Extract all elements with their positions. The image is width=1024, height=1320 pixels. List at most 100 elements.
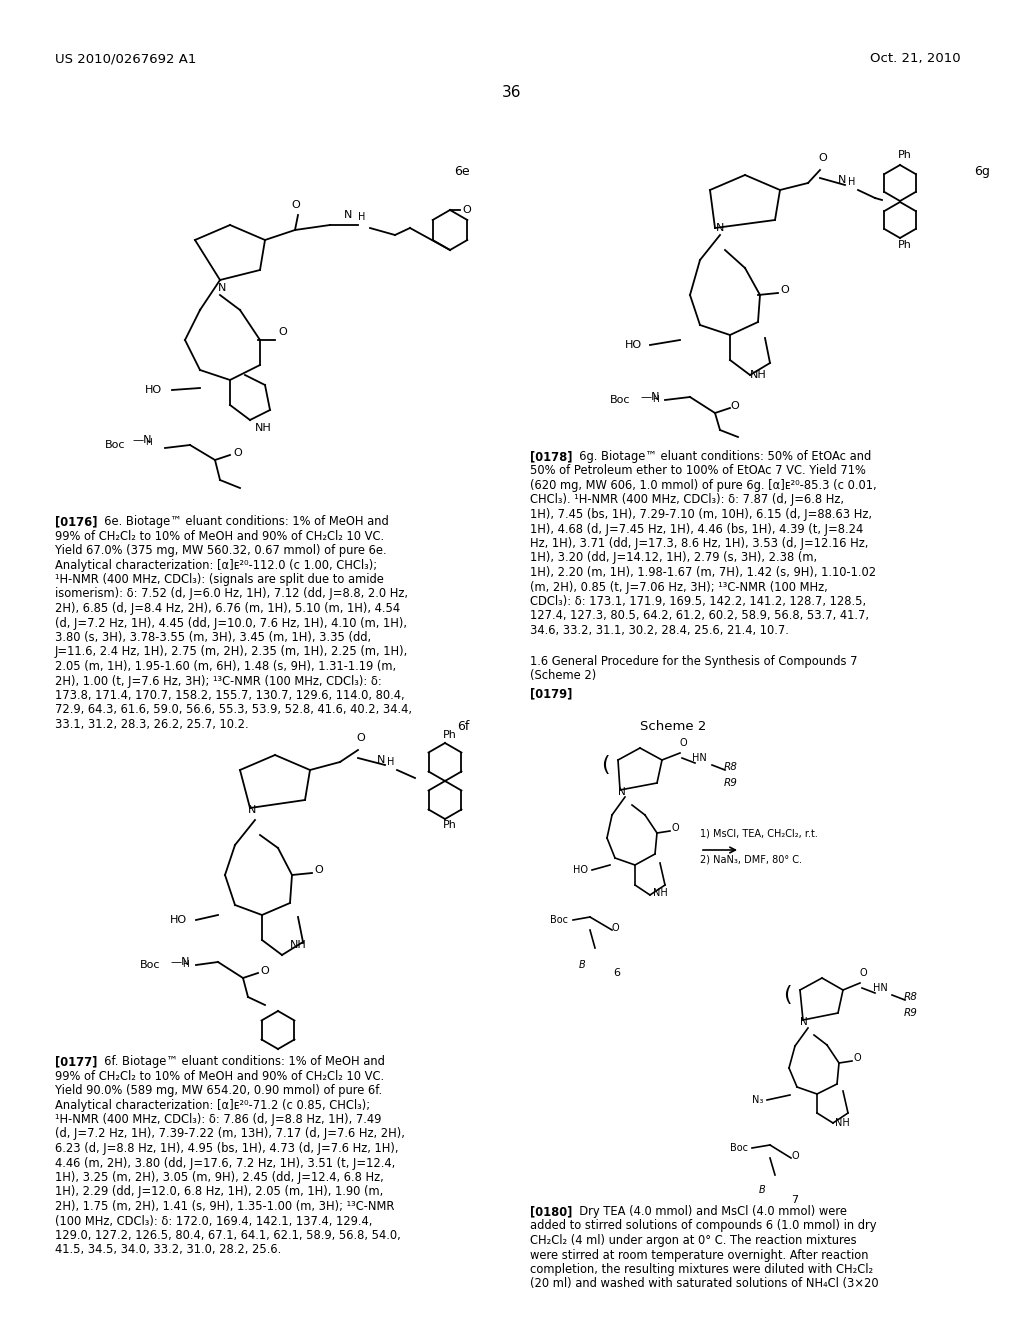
Text: Ph: Ph	[443, 820, 457, 830]
Text: Yield 90.0% (589 mg, MW 654.20, 0.90 mmol) of pure 6f.: Yield 90.0% (589 mg, MW 654.20, 0.90 mmo…	[55, 1084, 382, 1097]
Text: 1.6 General Procedure for the Synthesis of Compounds 7: 1.6 General Procedure for the Synthesis …	[530, 655, 857, 668]
Text: N: N	[838, 176, 847, 185]
Text: (20 ml) and washed with saturated solutions of NH₄Cl (3×20: (20 ml) and washed with saturated soluti…	[530, 1278, 879, 1291]
Text: [0179]: [0179]	[530, 686, 572, 700]
Text: R9: R9	[904, 1008, 918, 1018]
Text: CH₂Cl₂ (4 ml) under argon at 0° C. The reaction mixtures: CH₂Cl₂ (4 ml) under argon at 0° C. The r…	[530, 1234, 857, 1247]
Text: N: N	[377, 755, 385, 766]
Text: NH: NH	[750, 370, 767, 380]
Text: (m, 2H), 0.85 (t, J=7.06 Hz, 3H); ¹³C-NMR (100 MHz,: (m, 2H), 0.85 (t, J=7.06 Hz, 3H); ¹³C-NM…	[530, 581, 827, 594]
Text: O: O	[462, 205, 471, 215]
Text: R9: R9	[724, 777, 738, 788]
Text: O: O	[260, 966, 268, 975]
Text: HO: HO	[170, 915, 187, 925]
Text: O: O	[730, 401, 738, 411]
Text: O: O	[278, 327, 287, 337]
Text: HO: HO	[573, 865, 588, 875]
Text: completion, the resulting mixtures were diluted with CH₂Cl₂: completion, the resulting mixtures were …	[530, 1263, 873, 1276]
Text: isomerism): δ: 7.52 (d, J=6.0 Hz, 1H), 7.12 (dd, J=8.8, 2.0 Hz,: isomerism): δ: 7.52 (d, J=6.0 Hz, 1H), 7…	[55, 587, 408, 601]
Text: O: O	[680, 738, 688, 748]
Text: 1H), 2.20 (m, 1H), 1.98-1.67 (m, 7H), 1.42 (s, 9H), 1.10-1.02: 1H), 2.20 (m, 1H), 1.98-1.67 (m, 7H), 1.…	[530, 566, 877, 579]
Text: H: H	[358, 213, 366, 222]
Text: N₃: N₃	[752, 1096, 763, 1105]
Text: O: O	[780, 285, 788, 294]
Text: O: O	[356, 733, 365, 743]
Text: 6f: 6f	[458, 719, 470, 733]
Text: Ph: Ph	[443, 730, 457, 741]
Text: NH: NH	[290, 940, 307, 950]
Text: HO: HO	[625, 341, 642, 350]
Text: 6g: 6g	[974, 165, 990, 178]
Text: B: B	[759, 1185, 765, 1195]
Text: 1H), 3.20 (dd, J=14.12, 1H), 2.79 (s, 3H), 2.38 (m,: 1H), 3.20 (dd, J=14.12, 1H), 2.79 (s, 3H…	[530, 552, 817, 565]
Text: (620 mg, MW 606, 1.0 mmol) of pure 6g. [α]ᴇ²⁰-85.3 (c 0.01,: (620 mg, MW 606, 1.0 mmol) of pure 6g. […	[530, 479, 877, 492]
Text: 7: 7	[792, 1195, 799, 1205]
Text: N: N	[618, 787, 626, 797]
Text: were stirred at room temperature overnight. After reaction: were stirred at room temperature overnig…	[530, 1249, 868, 1262]
Text: Boc: Boc	[730, 1143, 748, 1152]
Text: H: H	[387, 756, 394, 767]
Text: Scheme 2: Scheme 2	[640, 719, 707, 733]
Text: O: O	[860, 968, 867, 978]
Text: H: H	[652, 395, 658, 404]
Text: O: O	[233, 447, 242, 458]
Text: 2.05 (m, 1H), 1.95-1.60 (m, 6H), 1.48 (s, 9H), 1.31-1.19 (m,: 2.05 (m, 1H), 1.95-1.60 (m, 6H), 1.48 (s…	[55, 660, 396, 673]
Text: 129.0, 127.2, 126.5, 80.4, 67.1, 64.1, 62.1, 58.9, 56.8, 54.0,: 129.0, 127.2, 126.5, 80.4, 67.1, 64.1, 6…	[55, 1229, 400, 1242]
Text: 6f. Biotage™ eluant conditions: 1% of MeOH and: 6f. Biotage™ eluant conditions: 1% of Me…	[97, 1055, 385, 1068]
Text: Analytical characterization: [α]ᴇ²⁰-112.0 (c 1.00, CHCl₃);: Analytical characterization: [α]ᴇ²⁰-112.…	[55, 558, 377, 572]
Text: Ph: Ph	[898, 150, 912, 160]
Text: 2H), 1.00 (t, J=7.6 Hz, 3H); ¹³C-NMR (100 MHz, CDCl₃): δ:: 2H), 1.00 (t, J=7.6 Hz, 3H); ¹³C-NMR (10…	[55, 675, 382, 688]
Text: 2H), 6.85 (d, J=8.4 Hz, 2H), 6.76 (m, 1H), 5.10 (m, 1H), 4.54: 2H), 6.85 (d, J=8.4 Hz, 2H), 6.76 (m, 1H…	[55, 602, 400, 615]
Text: —N: —N	[640, 392, 659, 403]
Text: Ph: Ph	[898, 240, 912, 249]
Text: (Scheme 2): (Scheme 2)	[530, 669, 596, 682]
Text: HN: HN	[692, 752, 707, 763]
Text: N: N	[344, 210, 352, 220]
Text: Boc: Boc	[105, 440, 126, 450]
Text: 34.6, 33.2, 31.1, 30.2, 28.4, 25.6, 21.4, 10.7.: 34.6, 33.2, 31.1, 30.2, 28.4, 25.6, 21.4…	[530, 624, 788, 638]
Text: Boc: Boc	[140, 960, 161, 970]
Text: 33.1, 31.2, 28.3, 26.2, 25.7, 10.2.: 33.1, 31.2, 28.3, 26.2, 25.7, 10.2.	[55, 718, 249, 731]
Text: US 2010/0267692 A1: US 2010/0267692 A1	[55, 51, 197, 65]
Text: O: O	[292, 201, 300, 210]
Text: 41.5, 34.5, 34.0, 33.2, 31.0, 28.2, 25.6.: 41.5, 34.5, 34.0, 33.2, 31.0, 28.2, 25.6…	[55, 1243, 282, 1257]
Text: O: O	[612, 923, 620, 933]
Text: 1H), 7.45 (bs, 1H), 7.29-7.10 (m, 10H), 6.15 (d, J=88.63 Hz,: 1H), 7.45 (bs, 1H), 7.29-7.10 (m, 10H), …	[530, 508, 872, 521]
Text: N: N	[218, 282, 226, 293]
Text: O: O	[854, 1053, 861, 1063]
Text: R8: R8	[724, 762, 738, 772]
Text: Oct. 21, 2010: Oct. 21, 2010	[870, 51, 961, 65]
Text: B: B	[579, 960, 586, 970]
Text: Analytical characterization: [α]ᴇ²⁰-71.2 (c 0.85, CHCl₃);: Analytical characterization: [α]ᴇ²⁰-71.2…	[55, 1098, 370, 1111]
Text: NH: NH	[255, 422, 271, 433]
Text: —N: —N	[170, 957, 189, 968]
Text: [0180]: [0180]	[530, 1205, 572, 1218]
Text: J=11.6, 2.4 Hz, 1H), 2.75 (m, 2H), 2.35 (m, 1H), 2.25 (m, 1H),: J=11.6, 2.4 Hz, 1H), 2.75 (m, 2H), 2.35 …	[55, 645, 409, 659]
Text: (: (	[782, 985, 792, 1005]
Text: 99% of CH₂Cl₂ to 10% of MeOH and 90% of CH₂Cl₂ 10 VC.: 99% of CH₂Cl₂ to 10% of MeOH and 90% of …	[55, 529, 384, 543]
Text: 6e. Biotage™ eluant conditions: 1% of MeOH and: 6e. Biotage™ eluant conditions: 1% of Me…	[97, 515, 389, 528]
Text: Yield 67.0% (375 mg, MW 560.32, 0.67 mmol) of pure 6e.: Yield 67.0% (375 mg, MW 560.32, 0.67 mmo…	[55, 544, 387, 557]
Text: 6e: 6e	[455, 165, 470, 178]
Text: added to stirred solutions of compounds 6 (1.0 mmol) in dry: added to stirred solutions of compounds …	[530, 1220, 877, 1233]
Text: O: O	[818, 153, 826, 162]
Text: 2H), 1.75 (m, 2H), 1.41 (s, 9H), 1.35-1.00 (m, 3H); ¹³C-NMR: 2H), 1.75 (m, 2H), 1.41 (s, 9H), 1.35-1.…	[55, 1200, 394, 1213]
Text: O: O	[672, 822, 680, 833]
Text: 173.8, 171.4, 170.7, 158.2, 155.7, 130.7, 129.6, 114.0, 80.4,: 173.8, 171.4, 170.7, 158.2, 155.7, 130.7…	[55, 689, 404, 702]
Text: 1H), 3.25 (m, 2H), 3.05 (m, 9H), 2.45 (dd, J=12.4, 6.8 Hz,: 1H), 3.25 (m, 2H), 3.05 (m, 9H), 2.45 (d…	[55, 1171, 384, 1184]
Text: 4.46 (m, 2H), 3.80 (dd, J=17.6, 7.2 Hz, 1H), 3.51 (t, J=12.4,: 4.46 (m, 2H), 3.80 (dd, J=17.6, 7.2 Hz, …	[55, 1156, 395, 1170]
Text: H: H	[848, 177, 855, 187]
Text: (: (	[601, 755, 609, 775]
Text: 1H), 4.68 (d, J=7.45 Hz, 1H), 4.46 (bs, 1H), 4.39 (t, J=8.24: 1H), 4.68 (d, J=7.45 Hz, 1H), 4.46 (bs, …	[530, 523, 863, 536]
Text: Dry TEA (4.0 mmol) and MsCl (4.0 mmol) were: Dry TEA (4.0 mmol) and MsCl (4.0 mmol) w…	[572, 1205, 847, 1218]
Text: R8: R8	[904, 993, 918, 1002]
Text: CDCl₃): δ: 173.1, 171.9, 169.5, 142.2, 141.2, 128.7, 128.5,: CDCl₃): δ: 173.1, 171.9, 169.5, 142.2, 1…	[530, 595, 866, 609]
Text: O: O	[791, 1151, 799, 1162]
Text: 2) NaN₃, DMF, 80° C.: 2) NaN₃, DMF, 80° C.	[700, 855, 802, 865]
Text: N: N	[248, 805, 256, 814]
Text: 99% of CH₂Cl₂ to 10% of MeOH and 90% of CH₂Cl₂ 10 VC.: 99% of CH₂Cl₂ to 10% of MeOH and 90% of …	[55, 1069, 384, 1082]
Text: [0176]: [0176]	[55, 515, 97, 528]
Text: 72.9, 64.3, 61.6, 59.0, 56.6, 55.3, 53.9, 52.8, 41.6, 40.2, 34.4,: 72.9, 64.3, 61.6, 59.0, 56.6, 55.3, 53.9…	[55, 704, 412, 717]
Text: (d, J=7.2 Hz, 1H), 4.45 (dd, J=10.0, 7.6 Hz, 1H), 4.10 (m, 1H),: (d, J=7.2 Hz, 1H), 4.45 (dd, J=10.0, 7.6…	[55, 616, 407, 630]
Text: 1H), 2.29 (dd, J=12.0, 6.8 Hz, 1H), 2.05 (m, 1H), 1.90 (m,: 1H), 2.29 (dd, J=12.0, 6.8 Hz, 1H), 2.05…	[55, 1185, 383, 1199]
